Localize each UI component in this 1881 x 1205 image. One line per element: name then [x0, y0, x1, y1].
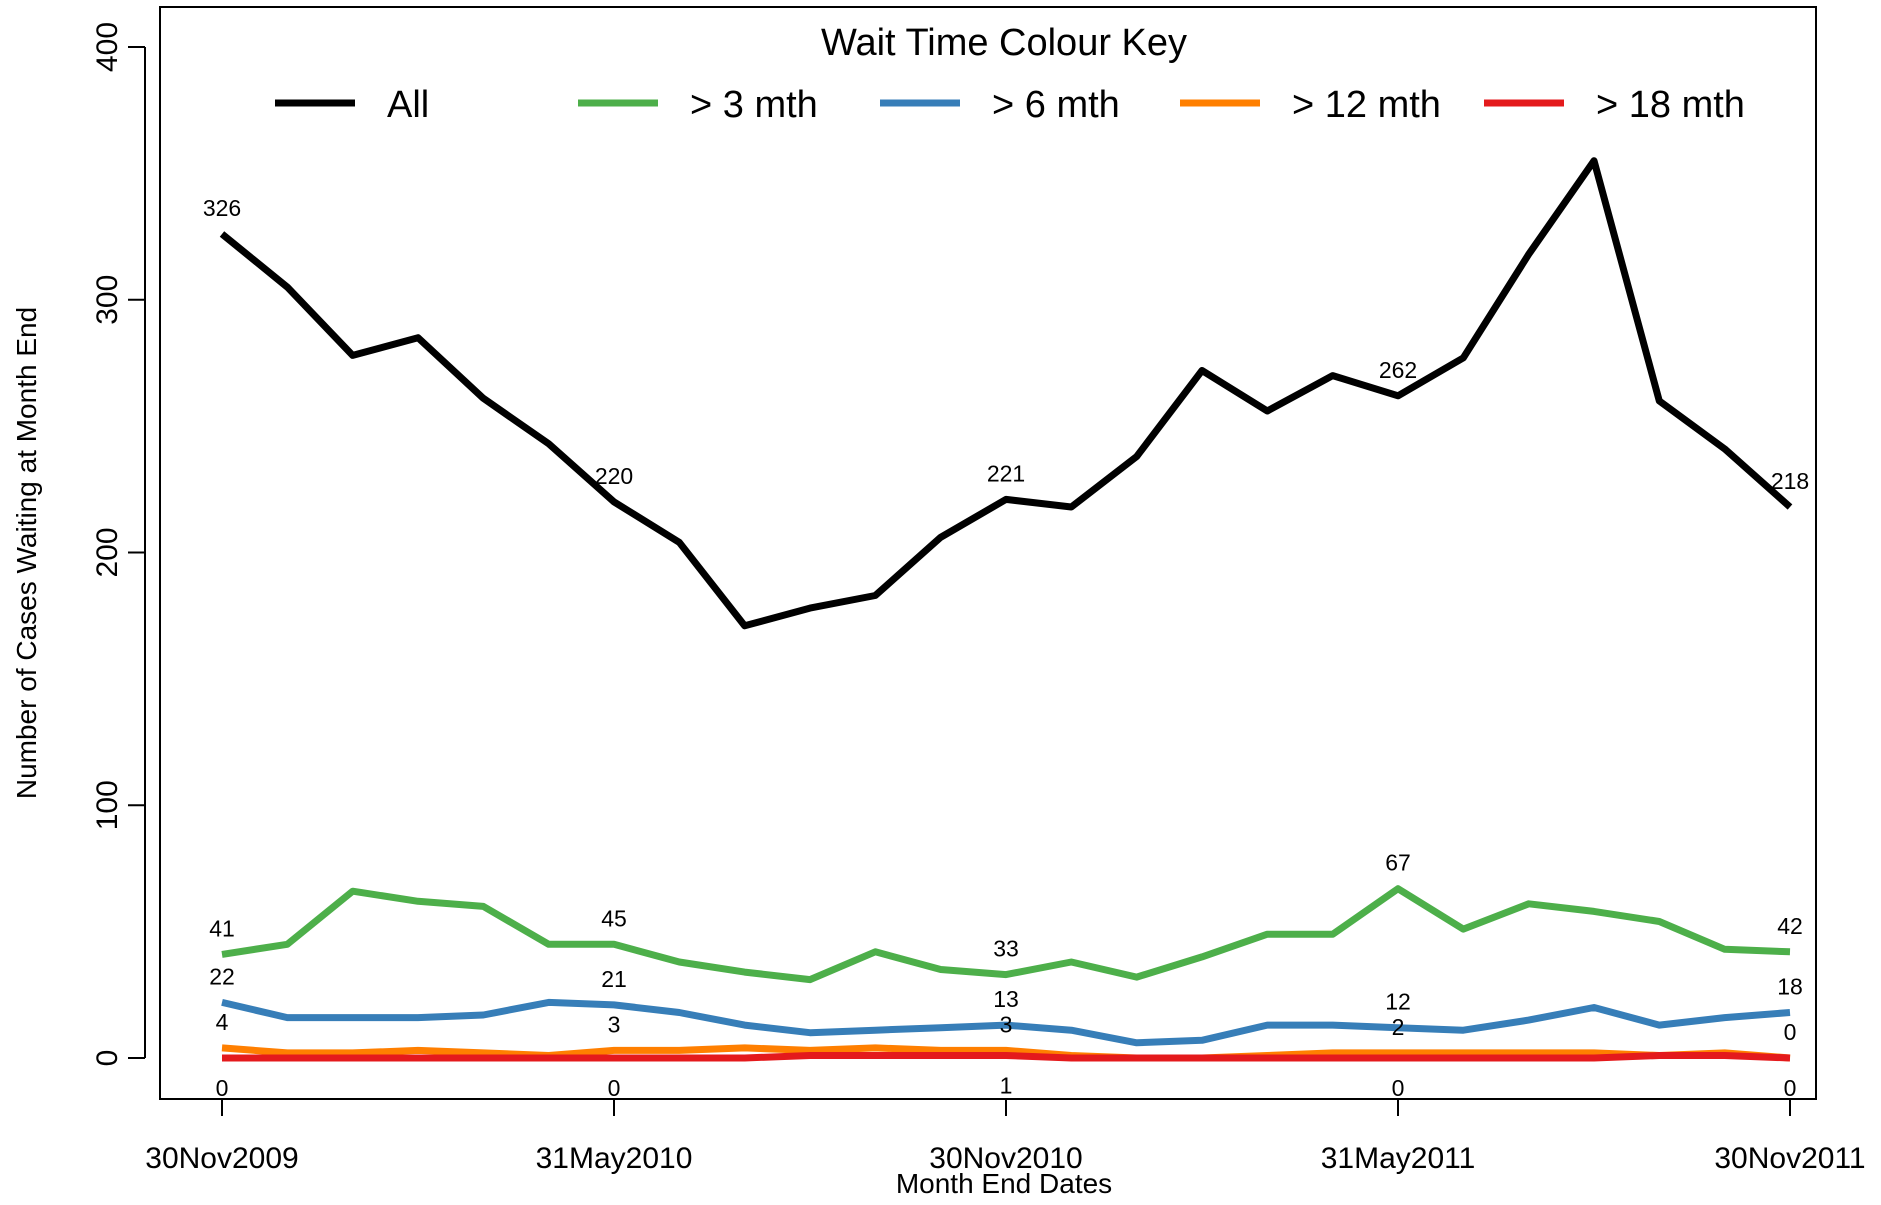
y-axis-title: Number of Cases Waiting at Month End: [11, 307, 42, 799]
data-label: 42: [1777, 913, 1803, 939]
data-label: 3: [608, 1011, 621, 1037]
data-label: 0: [216, 1075, 229, 1101]
data-label: 326: [203, 195, 241, 221]
x-tick-label: 31May2011: [1321, 1142, 1476, 1175]
data-label: 13: [993, 986, 1019, 1012]
data-label: 218: [1771, 468, 1809, 494]
y-tick-label: 0: [91, 1050, 124, 1067]
y-tick-label: 200: [91, 527, 124, 577]
data-label: 220: [595, 463, 633, 489]
legend: Wait Time Colour Key All > 3 mth > 6 mth > …: [275, 22, 1745, 126]
data-label: 21: [601, 966, 627, 992]
legend-label: All: [387, 84, 429, 126]
y-tick-label: 100: [91, 780, 124, 830]
data-label: 41: [209, 915, 235, 941]
data-label: 0: [1784, 1019, 1797, 1045]
data-label: 2: [1392, 1014, 1405, 1040]
y-tick-label: 400: [91, 22, 124, 72]
x-axis-title: Month End Dates: [896, 1168, 1112, 1199]
legend-label: > 18 mth: [1596, 84, 1745, 126]
x-tick-label: 30Nov2011: [1714, 1142, 1865, 1175]
legend-label: > 12 mth: [1292, 84, 1441, 126]
data-label: 22: [209, 963, 235, 989]
legend-title: Wait Time Colour Key: [821, 22, 1187, 64]
data-label: 3: [1000, 1011, 1013, 1037]
data-label: 12: [1385, 989, 1411, 1015]
x-tick-label: 30Nov2009: [145, 1142, 298, 1175]
data-label: 0: [1784, 1075, 1797, 1101]
y-axis: 0 100 200 300 400: [91, 22, 145, 1066]
plot-frame: [160, 7, 1816, 1099]
data-label: 221: [987, 460, 1025, 486]
legend-label: > 6 mth: [992, 84, 1120, 126]
data-label: 4: [216, 1009, 229, 1035]
x-tick-label: 31May2010: [536, 1142, 693, 1175]
data-label: 18: [1777, 974, 1803, 1000]
legend-label: > 3 mth: [690, 84, 818, 126]
series-layer: [222, 161, 1790, 1058]
series-line-1: [222, 161, 1790, 626]
y-tick-label: 300: [91, 275, 124, 325]
data-label: 33: [993, 936, 1019, 962]
data-label: 45: [601, 905, 627, 931]
data-label: 0: [1392, 1075, 1405, 1101]
series-line-5: [222, 1056, 1790, 1059]
x-axis: 30Nov2009 31May2010 30Nov2010 31May2011 30No…: [145, 1099, 1865, 1175]
data-label: 262: [1379, 357, 1417, 383]
data-label: 1: [1000, 1072, 1013, 1098]
data-label: 0: [608, 1075, 621, 1101]
data-label: 67: [1385, 850, 1411, 876]
series-line-2: [222, 889, 1790, 980]
